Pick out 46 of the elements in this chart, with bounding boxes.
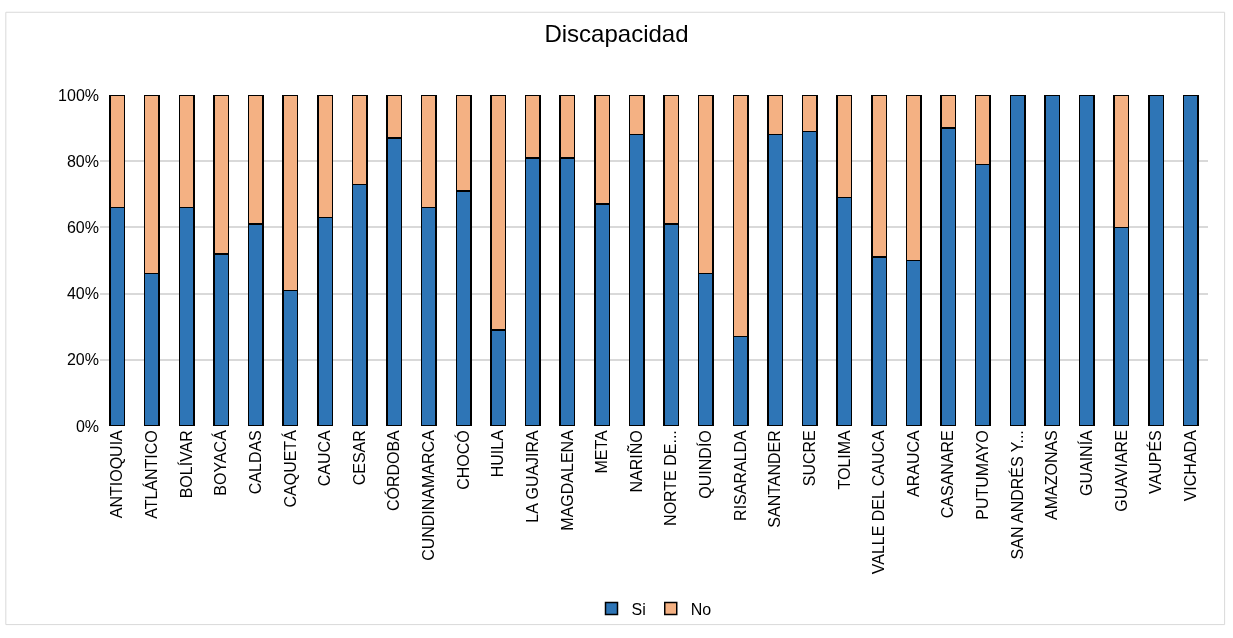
x-tick-label: LA GUAJIRA: [524, 429, 542, 523]
bar: [1078, 95, 1095, 426]
x-tick-label: PUTUMAYO: [974, 430, 992, 520]
x-tick-label: AMAZONAS: [1043, 430, 1061, 520]
x-tick-label: SUCRE: [801, 430, 819, 487]
bar: [1148, 95, 1165, 426]
x-tick-label: CUNDINAMARCA: [420, 429, 438, 561]
x-tick-label: QUINDÍO: [696, 430, 715, 499]
legend-label: Si: [631, 600, 646, 618]
x-tick-label: SAN ANDRÉS Y...: [1007, 430, 1026, 560]
chart-title: Discapacidad: [544, 20, 689, 48]
y-tick-label: 40%: [66, 285, 99, 303]
bar: [1044, 95, 1061, 426]
y-tick-label: 20%: [66, 351, 99, 369]
x-tick-label: BOLÍVAR: [176, 430, 195, 499]
x-tick-label: BOYACÁ: [211, 429, 230, 496]
x-tick-label: MAGDALENA: [558, 429, 576, 531]
x-tick-label: CAUCA: [316, 429, 334, 487]
y-tick-label: 80%: [66, 152, 99, 170]
x-tick-label: VAUPÉS: [1146, 430, 1165, 494]
x-tick-label: VALLE DEL CAUCA: [870, 429, 888, 575]
y-tick-label: 100%: [58, 86, 99, 104]
x-tick-label: ATLÁNTICO: [142, 430, 161, 519]
x-tick-label: TOLIMA: [835, 429, 853, 490]
x-tick-label: META: [593, 429, 611, 474]
x-tick-label: HUILA: [489, 429, 507, 478]
x-tick-label: VICHADA: [1181, 429, 1199, 502]
x-tick-label: SANTANDER: [766, 430, 784, 528]
x-tick-label: CAQUETÁ: [280, 429, 299, 508]
x-tick-label: RISARALDA: [731, 429, 749, 521]
x-tick-label: ANTIOQUIA: [108, 429, 126, 519]
y-tick-label: 60%: [66, 219, 99, 236]
x-tick-label: CHOCÓ: [453, 430, 472, 490]
x-tick-label: ARAUCA: [904, 429, 922, 497]
x-tick-label: NORTE DE...: [662, 430, 680, 526]
x-tick-label: CALDAS: [247, 430, 265, 495]
legend-label: No: [690, 600, 712, 618]
x-tick-label: GUAINÍA: [1077, 429, 1096, 496]
bar: [1009, 95, 1026, 426]
x-tick-label: NARIÑO: [625, 430, 645, 493]
x-tick-label: CASANARE: [939, 430, 957, 519]
x-tick-label: GUAVIARE: [1112, 430, 1130, 512]
x-tick-label: CÓRDOBA: [384, 429, 403, 512]
x-tick-label: CESAR: [350, 430, 368, 486]
y-tick-label: 0%: [75, 417, 99, 435]
bar: [1182, 95, 1199, 426]
